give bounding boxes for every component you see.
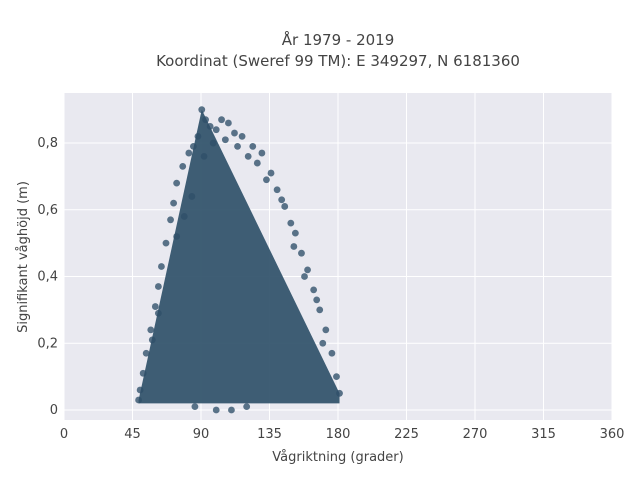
scatter-point [273,186,281,194]
x-tick-label: 0 [60,427,68,442]
scatter-point [258,149,266,157]
scatter-point [180,213,188,220]
scatter-point [185,149,193,157]
x-tick-label: 45 [124,427,141,442]
scatter-point [263,176,270,184]
scatter-point [189,142,197,150]
scatter-point [301,273,308,280]
scatter-point [139,369,147,377]
scatter-point [243,403,251,411]
chart-subtitle: Koordinat (Sweref 99 TM): E 349297, N 61… [156,52,520,70]
scatter-point [231,129,238,137]
chart-title: År 1979 - 2019 [282,30,395,49]
scatter-point [316,306,324,314]
scatter-point [304,266,311,274]
scatter-point [154,309,162,317]
scatter-point [310,286,318,294]
scatter-point [333,373,340,381]
scatter-point [136,386,144,394]
scatter-point [135,396,142,404]
scatter-point [191,403,199,411]
scatter-point [221,136,229,144]
x-tick-label: 315 [531,427,556,442]
scatter-point [200,152,208,160]
x-tick-label: 180 [326,427,351,442]
scatter-point [313,296,321,304]
scatter-point [209,139,217,147]
scatter-point [267,169,275,177]
scatter-point [281,203,289,210]
scatter-point [322,326,330,334]
scatter-point [319,339,327,347]
scatter-point [238,132,246,140]
scatter-point [170,199,178,207]
scatter-point [148,336,156,344]
scatter-point [328,349,336,357]
scatter-point [244,152,252,160]
scatter-point [225,119,232,127]
scatter-point [298,249,305,257]
scatter-point [147,326,155,334]
scatter-point [198,106,206,114]
scatter-point [162,239,170,247]
scatter-point [228,406,235,414]
scatter-point [212,126,220,134]
scatter-point [158,263,165,270]
x-axis-ticks: 0 45 90 135 180 225 270 315 360 [60,427,625,442]
scatter-point [202,116,209,124]
x-tick-label: 225 [394,427,419,442]
scatter-point [290,243,298,250]
scatter-point [151,303,159,310]
y-axis-ticks: 0 0,2 0,4 0,6 0,8 [37,136,58,418]
scatter-point [234,142,241,150]
x-tick-label: 135 [257,427,282,442]
y-axis-title: Signifikant våghöjd (m) [16,181,31,333]
scatter-point [173,179,181,187]
scatter-point [336,389,343,397]
y-tick-label: 0,2 [37,336,58,351]
scatter-point [179,163,187,170]
scatter-point [218,116,225,124]
point-cloud-area [138,109,340,404]
x-axis-title: Vågriktning (grader) [272,450,403,465]
point-cloud [138,109,340,404]
scatter-point [253,159,261,167]
scatter-point [142,349,150,357]
scatter-point [167,216,174,224]
x-tick-label: 90 [193,427,210,442]
y-tick-label: 0 [50,403,58,418]
y-tick-label: 0,4 [37,270,58,285]
y-tick-label: 0,6 [37,203,58,218]
scatter-point [287,219,295,227]
scatter-point [278,196,286,204]
x-tick-label: 270 [463,427,488,442]
x-tick-label: 360 [600,427,625,442]
scatter-point [206,122,214,130]
y-tick-label: 0,8 [37,136,58,151]
data-points [135,106,343,414]
scatter-point [173,233,181,240]
scatter-point [212,406,220,414]
scatter-point [188,193,196,200]
scatter-point [194,132,202,140]
scatter-point [154,283,162,290]
scatter-point [291,229,299,237]
scatter-point [249,142,257,150]
